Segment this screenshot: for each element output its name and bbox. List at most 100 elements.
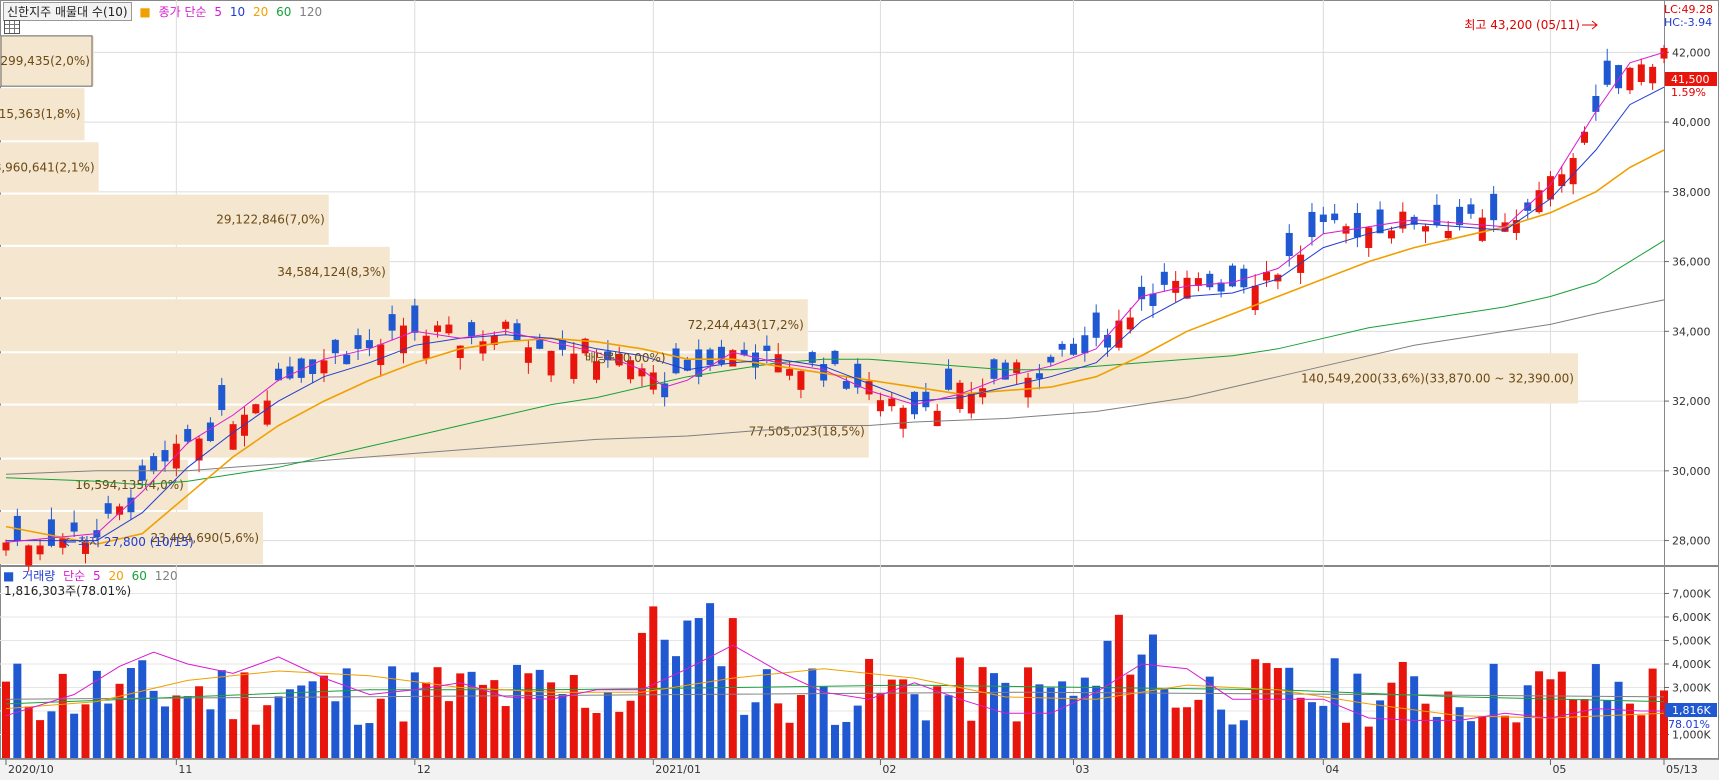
x-tick-label: 05/13 [1666,763,1698,776]
volume-bar [1046,687,1055,758]
volume-bar [1603,700,1612,758]
candle-body [275,368,283,381]
candle-body [365,340,373,349]
volume-bar [921,720,930,758]
candle-body [706,349,714,366]
volume-tick-label: 1,000K [1672,728,1711,741]
volume-bar [1501,715,1510,758]
volume-profile-bar [0,246,390,298]
volume-bar [831,724,839,758]
volume-bar [1557,671,1566,758]
candle-body [161,450,169,462]
volume-profile-label: 72,244,443(17,2%) [688,318,804,332]
candle-body [967,392,975,414]
candle-body [1308,211,1316,237]
candle-body [1206,273,1214,288]
volume-bar [444,701,453,758]
price-tick-label: 36,000 [1672,256,1711,269]
candle-body [434,325,442,332]
candle-body [820,364,828,381]
volume-bar [274,696,283,758]
symbol-label[interactable]: 신한지주 매물대 수(10) [3,2,132,21]
volume-bar [558,694,567,758]
x-tick-label: 03 [1075,763,1089,776]
volume-bar [308,681,317,758]
candle-body [1376,209,1384,234]
volume-bar [1307,702,1316,758]
volume-profile-label: 29,122,846(7,0%) [216,213,325,227]
volume-bar [683,620,692,758]
volume-bar [1466,721,1475,758]
last-volume-box [1665,703,1717,717]
low-annotation: 최저 27,800 (10/15) [78,535,194,549]
candle-body [252,404,260,414]
candle-body [1456,206,1464,226]
volume-bar [774,703,783,758]
volume-bar [1523,685,1532,758]
volume-bar [706,603,715,758]
volume-bar [1353,673,1362,758]
candle-body [343,354,351,365]
volume-bar [876,693,885,758]
volume-bar [910,694,919,758]
candle-body [1490,193,1498,221]
candle-body [331,339,339,354]
candle-body [933,410,941,427]
candle-body [1592,95,1600,112]
candle-body [1263,272,1271,281]
volume-bar [1410,676,1419,758]
candle-body [1444,230,1452,239]
volume-bar [955,657,964,758]
volume-bar [501,706,510,758]
candle-body [956,382,964,410]
candle-body [547,350,555,376]
candle-body [286,366,294,379]
price-tick-label: 42,000 [1672,46,1711,59]
volume-bar [240,672,249,758]
candle-body [1649,66,1657,84]
candle-body [1104,334,1112,348]
volume-bar [1217,709,1226,758]
volume-profile-label: 8,960,641(2,1%) [0,160,95,174]
candle-body [888,398,896,407]
candle-body [786,369,794,376]
volume-bar [149,690,158,758]
volume-bar [263,705,272,758]
candle-body [1069,343,1077,355]
volume-bar [513,664,522,758]
price-tick-label: 30,000 [1672,465,1711,478]
volume-bar [81,704,90,758]
volume-bar [933,686,942,758]
volume-bar [740,714,749,758]
volume-bar [967,720,976,758]
ma-period-120: 120 [299,5,323,19]
candle-body [1558,174,1566,187]
candle-body [536,338,544,349]
candle-body [683,359,691,371]
price-ma5-line [5,51,1665,543]
volume-bar [717,666,726,758]
volume-bar [581,707,590,758]
table-icon[interactable] [4,20,20,34]
volume-bar [478,684,487,758]
candle-body [1194,278,1202,286]
volume-bar [1569,699,1578,758]
volume-bar [1103,640,1112,758]
volume-bar [217,670,226,758]
volume-bar [1342,722,1351,758]
volume-bar [1205,676,1214,758]
volume-bar [1001,682,1010,758]
candle-body [1228,265,1236,287]
volume-bar [592,712,601,758]
candle-body [229,424,237,450]
volume-bar [569,675,578,758]
candle-body [604,351,612,361]
candle-body [672,348,680,374]
last-volume-pct-label: 78.01% [1668,718,1710,731]
volume-bar [672,656,681,758]
candle-body [1512,220,1520,233]
candle-body [479,341,487,354]
volume-bar [410,672,419,758]
candle-body [808,352,816,363]
